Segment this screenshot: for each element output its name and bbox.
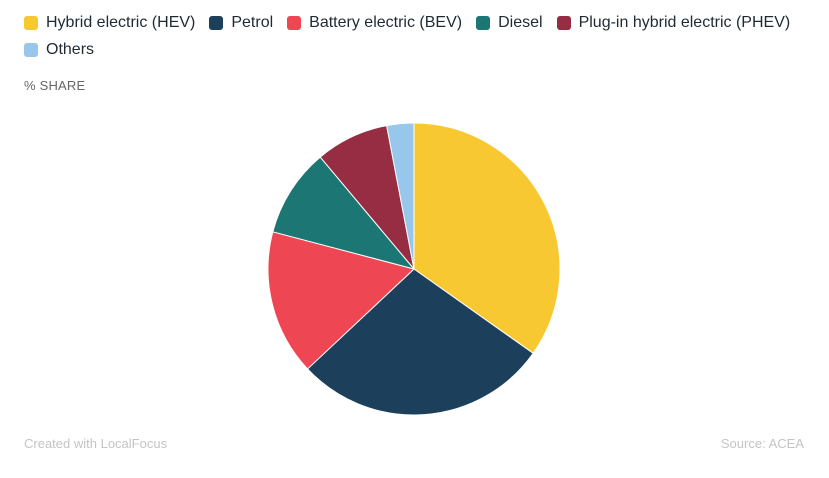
legend-item[interactable]: Battery electric (BEV) [287, 12, 462, 34]
legend-label: Others [46, 41, 95, 58]
pie-slice[interactable] [307, 268, 534, 416]
legend-label: Hybrid electric (HEV) [46, 14, 196, 31]
legend-item[interactable]: Others [24, 39, 94, 61]
legend-swatch [287, 16, 302, 30]
pie-slice[interactable] [272, 156, 415, 270]
legend-swatch [24, 43, 38, 57]
chart-subtitle: % SHARE [24, 78, 86, 93]
legend-swatch [24, 16, 38, 30]
pie-slice[interactable] [386, 122, 415, 270]
legend-item[interactable]: Plug-in hybrid electric (PHEV) [556, 12, 791, 34]
footer-credit: Created with LocalFocus [24, 436, 168, 451]
legend-item[interactable]: Petrol [209, 12, 273, 34]
pie-slice[interactable] [267, 231, 415, 370]
pie-chart-area [0, 100, 829, 430]
legend-label: Plug-in hybrid electric (PHEV) [578, 14, 791, 31]
pie-chart [267, 122, 561, 416]
footer-source: Source: ACEA [720, 436, 804, 451]
legend-label: Petrol [231, 14, 274, 31]
legend-swatch [556, 16, 571, 30]
legend-label: Diesel [498, 14, 543, 31]
legend-swatch [476, 16, 491, 30]
pie-slice[interactable] [413, 122, 561, 354]
legend-swatch [209, 16, 224, 30]
chart-legend: Hybrid electric (HEV) Petrol Battery elect… [24, 12, 814, 61]
legend-item[interactable]: Diesel [476, 12, 543, 34]
legend-label: Battery electric (BEV) [309, 14, 463, 31]
legend-item[interactable]: Hybrid electric (HEV) [24, 12, 195, 34]
